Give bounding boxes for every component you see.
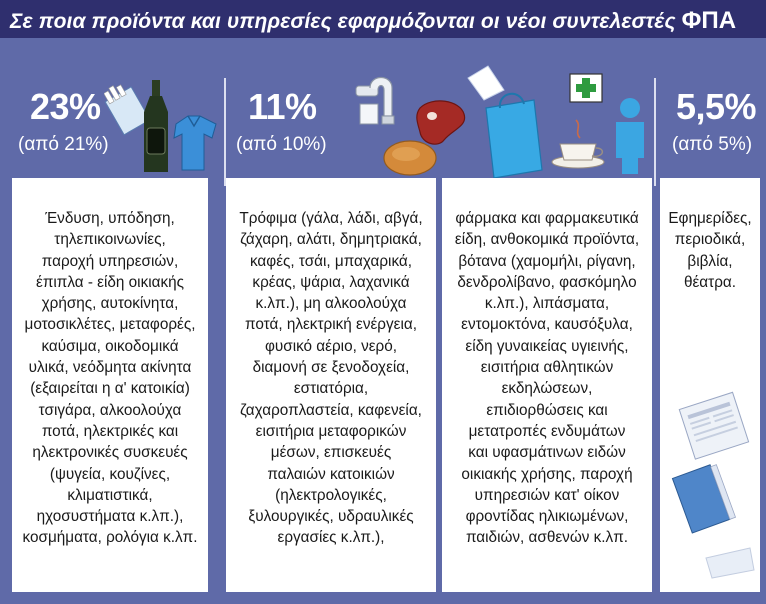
text-line: και υφασμάτινων ειδών [468,444,626,462]
text-line: εισιτήρια αθλητικών [480,359,614,377]
text-line: ποτά, ηλεκτρική ενέργεια, [245,316,417,334]
card-11-continued-text: φάρμακα και φαρμακευτικά είδη, ανθοκομικ… [442,208,652,549]
text-line: (εξαιρείται η α' κατοικία) [30,380,190,398]
text-line: Εφημερίδες, [668,210,752,227]
card-11: Τρόφιμα (γάλα, λάδι, αβγά, ζάχαρη, αλάτι… [226,178,436,592]
text-line: επιδιορθώσεις και [486,401,608,419]
rate-11: 11% [248,86,317,127]
cigarettes-bottle-shirt-icon [104,80,217,172]
text-line: μέσων, επισκευές [270,444,392,462]
text-line: ξυλουργικές, υδραυλικές [248,508,414,526]
text-line: κλιματιστικά, [67,486,153,504]
card-5-5: Εφημερίδες, περιοδικά, βιβλία, θέατρα. [660,178,760,592]
card-11-continued: φάρμακα και φαρμακευτικά είδη, ανθοκομικ… [442,178,652,592]
card-23: Ένδυση, υπόδηση, τηλεπικοινωνίες, παροχή… [12,178,208,592]
text-line: έπιπλα - είδη οικιακής [36,273,184,291]
rate-5-5: 5,5% [676,86,757,127]
text-line: χρήσης, αυτοκίνητα, [41,295,179,313]
text-line: θέατρα. [683,273,736,291]
column-divider [654,78,656,186]
text-line: εισιτήρια μεταφορικών [255,422,407,440]
text-line: καφές, τσάι, μπαχαρικά, [249,252,413,270]
text-line: κ.λπ.), μη αλκοολούχα [255,295,407,313]
column-divider [224,78,226,186]
text-line: (ψυγεία, κουζίνες, [49,465,171,483]
text-line: παλαιών κατοικιών [267,465,395,483]
text-line: υπηρεσιών κατ' οίκον [474,486,620,504]
text-line: κρέας, ψάρια, λαχανικά [252,273,410,291]
text-line: Ένδυση, υπόδηση, [45,210,175,227]
text-line: φυσικό αέριο, νερό, [264,337,398,355]
rate-23-previous: (από 21%) [18,134,109,155]
card-23-text: Ένδυση, υπόδηση, τηλεπικοινωνίες, παροχή… [12,208,208,549]
text-line: ποτά, ηλεκτρικές και [41,422,179,440]
text-line: κ.λπ.), λιπάσματα, [484,295,610,313]
text-line: περιοδικά, [674,231,746,249]
text-line: φάρμακα και φαρμακευτικά [455,210,639,227]
text-line: είδη γυναικείας υγιεινής, [465,337,629,355]
text-line: μοτοσικλέτες, μεταφορές, [24,316,196,334]
text-line: εκδηλώσεων, [501,380,593,398]
title-bar: Σε ποια προϊόντα και υπηρεσίες εφαρμόζον… [0,0,766,38]
text-line: οικιακής χρήσης, παροχή [461,465,633,483]
text-line: διαμονή σε ξενοδοχεία, [252,359,410,377]
text-line: (ηλεκτρολογικές, [275,486,387,504]
title-vat: ΦΠΑ [681,7,737,34]
text-line: ηχοσυστήματα κ.λπ.), [36,508,184,526]
text-line: βιβλία, [687,252,733,270]
text-line: ζάχαρη, αλάτι, δημητριακά, [240,231,422,249]
text-line: παιδιών, ασθενών κ.λπ. [465,529,629,547]
rate-11-previous: (από 10%) [236,134,327,155]
text-line: τσιγάρα, αλκοολούχα [38,401,182,419]
text-line: παροχή υπηρεσιών, [41,252,179,270]
newspaper-book-icon [671,391,755,579]
food-utilities-pharmacy-icon [355,65,644,179]
card-5-5-text: Εφημερίδες, περιοδικά, βιβλία, θέατρα. [660,208,760,293]
text-line: υλικά, νεόδμητα ακίνητα [28,359,192,377]
rate-5-5-previous: (από 5%) [672,134,753,155]
rate-23: 23% [30,86,101,127]
text-line: μετατροπές ενδυμάτων [468,422,626,440]
text-line: εργασίες κ.λπ.), [277,529,385,547]
text-line: εστιατόρια, [293,380,369,398]
text-line: ηλεκτρονικές συσκευές [32,444,188,462]
text-line: Τρόφιμα (γάλα, λάδι, αβγά, [239,210,423,227]
text-line: δενδρολίβανο, φασκόμηλο [457,273,637,291]
text-line: ζαχαροπλαστεία, καφενεία, [240,401,422,419]
text-line: βότανα (χαμομήλι, ρίγανη, [458,252,636,270]
title-main: Σε ποια προϊόντα και υπηρεσίες εφαρμόζον… [10,10,676,33]
text-line: εντομοκτόνα, καυσόξυλα, [461,316,633,334]
text-line: καύσιμα, οικοδομικά [41,337,179,355]
text-line: είδη, ανθοκομικά προϊόντα, [454,231,640,249]
page-title: Σε ποια προϊόντα και υπηρεσίες εφαρμόζον… [10,7,736,35]
text-line: τηλεπικοινωνίες, [54,231,166,249]
text-line: κοσμήματα, ρολόγια κ.λπ. [22,529,198,547]
text-line: φροντίδας ηλικιωμένων, [465,508,629,526]
card-11-text: Τρόφιμα (γάλα, λάδι, αβγά, ζάχαρη, αλάτι… [226,208,436,549]
